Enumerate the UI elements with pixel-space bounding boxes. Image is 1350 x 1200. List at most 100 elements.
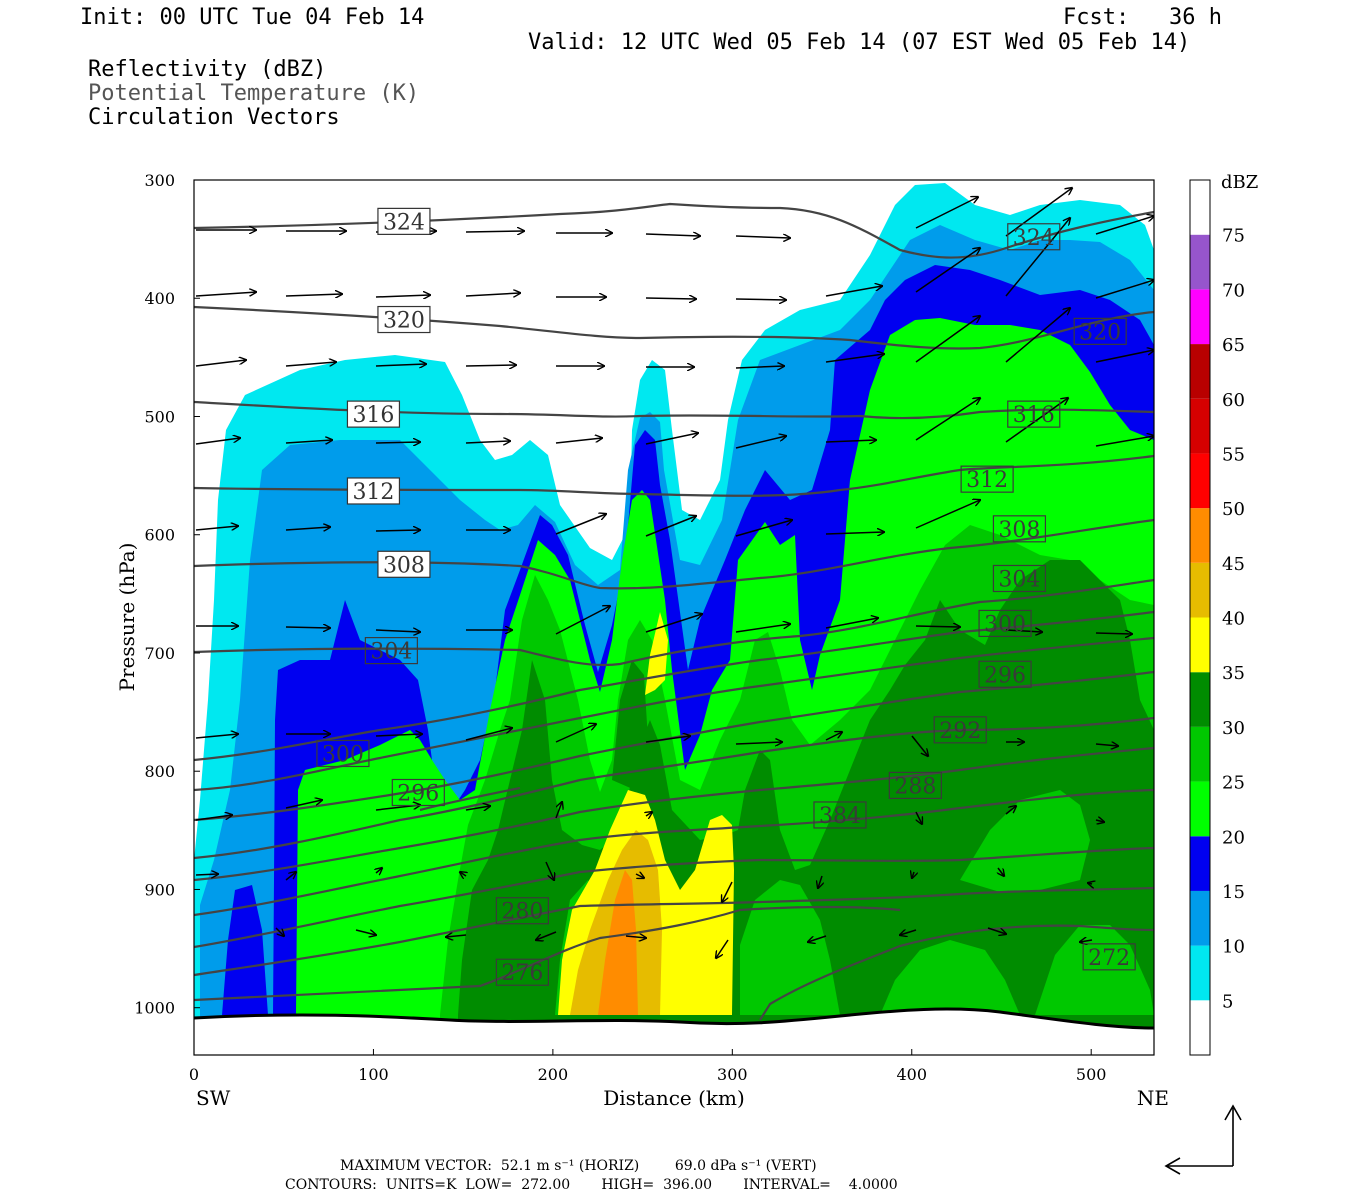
theta-label-box bbox=[978, 660, 1032, 688]
colorbar-tick-label: 15 bbox=[1222, 882, 1245, 903]
theta-line bbox=[194, 886, 1154, 977]
theta-label-text: 304 bbox=[998, 567, 1040, 592]
theta-label-text: 308 bbox=[998, 518, 1040, 543]
theta-line bbox=[194, 905, 901, 1002]
vector bbox=[735, 366, 784, 368]
vector bbox=[536, 931, 557, 940]
vector bbox=[915, 500, 980, 529]
theta-label-box bbox=[978, 609, 1032, 638]
colorbar-cell bbox=[1190, 836, 1210, 891]
plot-frame bbox=[193, 179, 1155, 1056]
vector bbox=[735, 299, 786, 300]
vector bbox=[645, 736, 690, 743]
theta-label: 280 bbox=[495, 897, 549, 925]
colorbar-cell bbox=[1190, 344, 1210, 399]
theta-label-box bbox=[377, 207, 431, 235]
vector bbox=[912, 872, 914, 878]
vector bbox=[818, 875, 822, 888]
refl-25-pocket-d bbox=[960, 790, 1090, 892]
vector bbox=[555, 606, 610, 635]
y-axis-label: Pressure (hPa) bbox=[115, 543, 139, 692]
theta-label-box bbox=[992, 515, 1047, 543]
theta-label-box bbox=[495, 897, 549, 925]
vector bbox=[195, 874, 218, 875]
x-tick-label: 200 bbox=[538, 1065, 569, 1084]
vector bbox=[722, 881, 733, 902]
theta-label-box bbox=[1007, 223, 1061, 251]
vector bbox=[555, 438, 602, 444]
colorbar-tick-label: 50 bbox=[1222, 499, 1245, 520]
vector bbox=[825, 286, 882, 297]
colorbar-tick-label: 65 bbox=[1222, 335, 1245, 356]
vector bbox=[195, 438, 240, 445]
theta-label-box bbox=[377, 550, 431, 578]
theta-label: 308 bbox=[377, 550, 431, 578]
vector bbox=[460, 872, 466, 876]
vector bbox=[625, 936, 646, 938]
colorbar-tick-label: 70 bbox=[1222, 280, 1245, 301]
vector bbox=[900, 930, 917, 935]
vector bbox=[355, 929, 376, 935]
colorbar-cell bbox=[1190, 617, 1210, 673]
theta-label-text: 312 bbox=[966, 468, 1008, 493]
colorbar-cell bbox=[1190, 890, 1210, 946]
theta-line bbox=[194, 746, 1154, 882]
vector bbox=[465, 293, 520, 296]
colorbar-cell bbox=[1190, 453, 1210, 509]
vector bbox=[645, 516, 696, 537]
x-tick-label: 300 bbox=[717, 1065, 748, 1084]
colorbar-tick-label: 20 bbox=[1222, 827, 1245, 848]
refl-35-peak bbox=[645, 612, 668, 695]
reference-vector bbox=[1164, 1104, 1242, 1175]
x-end-label-left: SW bbox=[196, 1086, 231, 1110]
vector bbox=[285, 527, 330, 530]
colorbar-tick-label: 45 bbox=[1222, 554, 1245, 575]
vector bbox=[285, 294, 342, 296]
vector bbox=[825, 354, 884, 363]
vector bbox=[1005, 630, 1042, 632]
theta-label: 312 bbox=[346, 477, 401, 505]
x-tick-label: 500 bbox=[1076, 1065, 1107, 1084]
theta-line bbox=[194, 788, 1154, 917]
theta-line bbox=[194, 400, 1154, 420]
theta-label: 296 bbox=[391, 778, 445, 807]
colorbar: 5 10 15 20 25 30 35 40 45 50 55 60 65 70 75 dBZ bbox=[1189, 172, 1258, 1056]
vector bbox=[645, 298, 696, 299]
field-reflectivity: Reflectivity (dBZ) bbox=[88, 57, 327, 82]
vector bbox=[446, 935, 467, 937]
theta-label-text: 320 bbox=[383, 309, 425, 334]
theta-label-text: 304 bbox=[370, 640, 412, 665]
theta-label-box bbox=[346, 477, 401, 505]
colorbar-frame bbox=[1189, 179, 1211, 1056]
theta-label-text: 300 bbox=[322, 742, 364, 767]
vector bbox=[465, 365, 516, 366]
vector bbox=[911, 735, 928, 756]
y-tick-label: 400 bbox=[144, 289, 175, 308]
theta-line bbox=[194, 610, 1154, 762]
vector bbox=[1005, 398, 1068, 443]
valid-time: Valid: 12 UTC Wed 05 Feb 14 (07 EST Wed … bbox=[528, 30, 1191, 55]
vector bbox=[285, 440, 332, 443]
vector bbox=[735, 742, 782, 744]
vector bbox=[646, 812, 652, 816]
theta-label-box bbox=[960, 465, 1014, 493]
colorbar-cell bbox=[1190, 1000, 1210, 1055]
vector bbox=[555, 514, 606, 535]
forecast-hour: Fcst: 36 h bbox=[1063, 5, 1222, 30]
colorbar-tick-label: 40 bbox=[1222, 609, 1245, 630]
field-circulation-vectors: Circulation Vectors bbox=[88, 105, 340, 130]
colorbar-cell bbox=[1190, 781, 1210, 837]
vector bbox=[375, 734, 422, 736]
theta-label: 272 bbox=[1082, 943, 1136, 971]
colorbar-tick-label: 30 bbox=[1222, 718, 1245, 739]
vector bbox=[998, 867, 1004, 876]
vector bbox=[825, 618, 878, 629]
colorbar-cell bbox=[1190, 398, 1210, 454]
theta-line bbox=[194, 846, 1154, 949]
vector bbox=[808, 935, 827, 942]
y-tick-label: 600 bbox=[144, 526, 175, 545]
theta-label-text: 320 bbox=[1079, 320, 1121, 345]
vector bbox=[645, 234, 700, 236]
theta-label-text: 276 bbox=[501, 961, 543, 986]
vector bbox=[916, 811, 922, 824]
